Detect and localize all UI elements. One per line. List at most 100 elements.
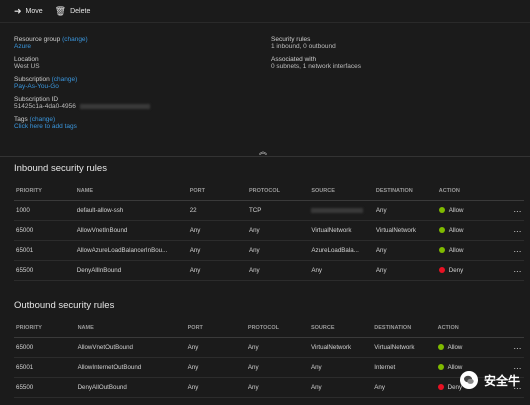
protocol-cell: Any (245, 337, 309, 358)
destination-cell: VirtualNetwork (373, 220, 437, 241)
delete-button[interactable]: 🗑 Delete (54, 5, 91, 16)
col-protocol: PROTOCOL (245, 319, 309, 338)
subscription-id-label: Subscription ID (14, 96, 59, 103)
action-label: Allow (448, 227, 464, 234)
rule-row[interactable]: 65500 DenyAllOutBound Any Any Any Any Deny... (14, 377, 524, 398)
rule-row[interactable]: 65001 AllowAzureLoadBalancerInBou... Any An… (14, 240, 524, 261)
subscription-label: Subscription (14, 76, 50, 83)
destination-cell: Any (373, 240, 437, 261)
location-field: Location West US (14, 56, 254, 70)
more-options-button[interactable]: ... (493, 220, 524, 241)
resource-group-value[interactable]: Azure (14, 43, 31, 50)
add-tags-link[interactable]: Click here to add tags (14, 123, 77, 130)
collapse-essentials-icon[interactable]: ︽ (259, 147, 267, 156)
priority-cell: 65001 (14, 240, 75, 261)
name-cell: AllowVnetInBound (74, 220, 188, 241)
destination-cell: Any (373, 200, 437, 221)
security-rules-label: Security rules (271, 36, 311, 43)
action-cell: Allow (436, 220, 494, 241)
more-options-button[interactable]: ... (493, 260, 524, 281)
divider (0, 156, 530, 157)
subscription-change-link[interactable]: (change) (51, 76, 78, 83)
resource-group-change-link[interactable]: (change) (62, 36, 88, 43)
rule-row[interactable]: 65000 AllowVnetOutBound Any Any VirtualNetwo… (14, 337, 524, 358)
col-source: SOURCE (309, 182, 374, 201)
destination-cell: Any (373, 260, 437, 281)
outbound-header-row: PRIORITY NAME PORT PROTOCOL SOURCE DESTI… (14, 319, 524, 338)
security-rules-value: 1 inbound, 0 outbound (271, 43, 336, 50)
location-value: West US (14, 63, 40, 70)
protocol-cell: Any (245, 357, 309, 378)
more-options-button[interactable]: ... (492, 377, 524, 398)
more-options-button[interactable]: ... (493, 240, 524, 261)
col-port: PORT (185, 319, 246, 338)
action-label: Deny (447, 384, 463, 391)
priority-cell: 65500 (14, 377, 76, 398)
protocol-cell: Any (246, 240, 310, 261)
col-priority: PRIORITY (14, 182, 75, 201)
watermark-text: 安全牛 (483, 373, 520, 388)
move-label: Move (25, 7, 43, 15)
more-options-button[interactable]: ... (492, 337, 524, 358)
location-label: Location (14, 56, 39, 63)
name-cell: AllowVnetOutBound (75, 337, 186, 358)
subscription-id-value: 51425c1a-4da0-4956 (14, 103, 76, 110)
subscription-value[interactable]: Pay-As-You-Go (14, 83, 59, 90)
protocol-cell: Any (246, 220, 310, 241)
source-cell: Any (309, 260, 374, 281)
col-destination: DESTINATION (372, 319, 436, 338)
outbound-rules-table: PRIORITY NAME PORT PROTOCOL SOURCE DESTI… (14, 319, 524, 398)
security-rules-field: Security rules 1 inbound, 0 outbound (271, 36, 511, 50)
trash-icon: 🗑 (54, 5, 67, 16)
tags-label: Tags (14, 116, 28, 123)
port-cell: Any (187, 220, 247, 241)
inbound-section: Inbound security rules PRIORITY NAME POR… (14, 163, 524, 281)
delete-label: Delete (70, 7, 91, 15)
destination-cell: Any (372, 377, 436, 398)
tags-change-link[interactable]: (change) (29, 116, 56, 123)
port-cell: Any (185, 377, 246, 398)
source-cell: Any (308, 357, 373, 378)
rule-row[interactable]: 1000 default-allow-ssh 22 TCP Any Allow... (14, 200, 524, 221)
action-label: Allow (448, 207, 464, 214)
action-cell: Allow (435, 337, 493, 358)
watermark: 安全牛 (459, 371, 520, 389)
priority-cell: 1000 (14, 200, 75, 221)
source-cell: VirtualNetwork (308, 337, 373, 358)
more-options-button[interactable]: ... (493, 200, 524, 221)
action-cell: Allow (436, 200, 494, 221)
resource-group-label: Resource group (14, 36, 61, 43)
action-label: Allow (447, 344, 463, 351)
source-cell (309, 200, 374, 221)
source-cell: VirtualNetwork (309, 220, 374, 241)
priority-cell: 65000 (14, 337, 76, 358)
rule-row[interactable]: 65500 DenyAllInBound Any Any Any Any Deny... (14, 260, 524, 281)
action-label: Deny (448, 267, 464, 274)
more-options-button[interactable]: ... (492, 357, 524, 378)
inbound-title: Inbound security rules (14, 163, 107, 174)
protocol-cell: Any (245, 377, 309, 398)
rule-row[interactable]: 65000 AllowVnetInBound Any Any VirtualNetwor… (14, 220, 524, 241)
action-cell: Deny (436, 260, 494, 281)
allow-status-icon (438, 247, 445, 254)
wechat-icon (459, 371, 478, 389)
col-priority: PRIORITY (14, 319, 76, 338)
arrow-right-icon: ➜ (14, 5, 22, 16)
destination-cell: VirtualNetwork (372, 337, 436, 358)
name-cell: DenyAllInBound (74, 260, 188, 281)
deny-status-icon (438, 267, 445, 274)
command-bar: ➜ Move 🗑 Delete (0, 0, 530, 23)
protocol-cell: TCP (246, 200, 310, 221)
col-action: ACTION (435, 319, 493, 338)
name-cell: default-allow-ssh (74, 200, 188, 221)
col-destination: DESTINATION (373, 182, 437, 201)
col-action: ACTION (436, 182, 494, 201)
inbound-rules-table: PRIORITY NAME PORT PROTOCOL SOURCE DESTI… (14, 182, 524, 281)
essentials-right: Security rules 1 inbound, 0 outbound Ass… (271, 36, 511, 76)
subscription-id-field: Subscription ID 51425c1a-4da0-4956 (14, 96, 254, 110)
destination-cell: Internet (372, 357, 436, 378)
rule-row[interactable]: 65001 AllowInternetOutBound Any Any Any Inter… (14, 357, 524, 378)
col-source: SOURCE (308, 319, 373, 338)
move-button[interactable]: ➜ Move (14, 5, 43, 16)
outbound-title: Outbound security rules (14, 300, 115, 311)
